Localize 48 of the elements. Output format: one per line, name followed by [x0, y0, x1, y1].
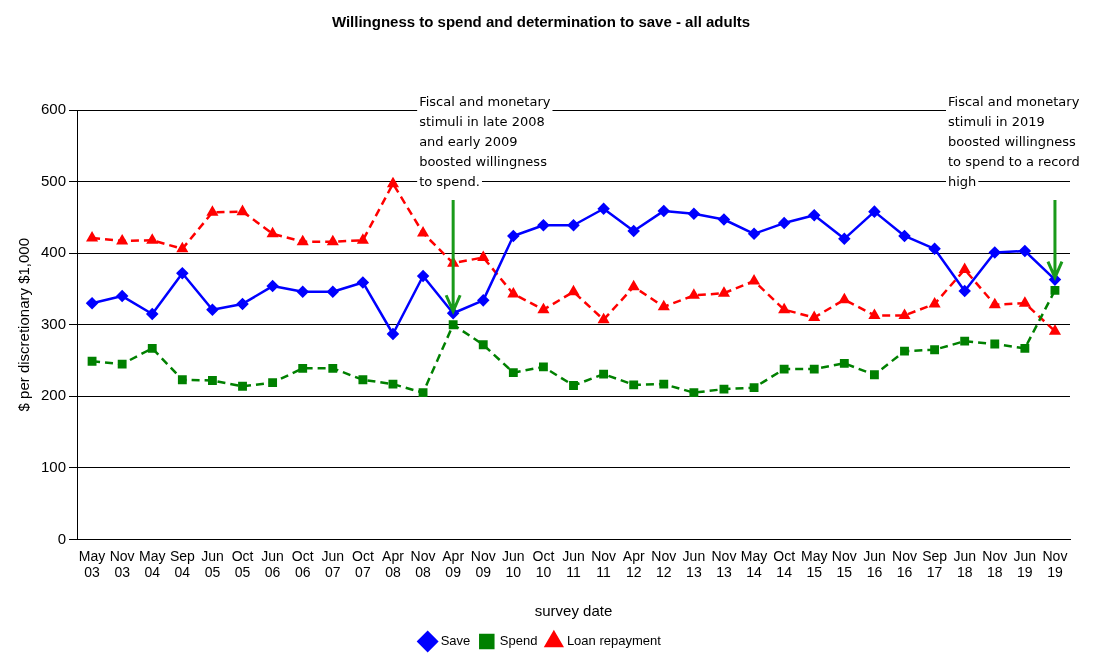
x-tick-label: Sep 17: [922, 547, 948, 581]
x-tick-label: Nov 19: [1042, 547, 1068, 581]
x-tick-label: Jun 07: [321, 547, 345, 581]
x-tick-label: Sep 04: [169, 547, 196, 581]
x-tick-label: Jun 10: [502, 547, 525, 581]
x-tick-label: Nov 18: [982, 547, 1008, 581]
x-tick-label: Jun 18: [953, 547, 976, 581]
x-tick-label: Nov 15: [831, 547, 857, 581]
y-tick-label: 600: [41, 100, 67, 118]
x-tick-label: Nov 08: [410, 547, 436, 581]
annotation: Fiscal and monetary stimuli in 2019 boosted willingness to spend to a record high: [948, 93, 1080, 189]
x-tick-label: Apr 09: [442, 547, 465, 581]
y-tick-label: 200: [41, 386, 67, 404]
x-tick-label: May 15: [801, 547, 828, 581]
y-tick-label: 0: [57, 529, 67, 547]
x-tick-label: Nov 13: [711, 547, 737, 581]
x-tick-label: Nov 09: [470, 547, 496, 581]
y-tick-label: 500: [41, 171, 67, 189]
legend-label: Spend: [499, 633, 538, 649]
x-tick-label: Jun 05: [201, 547, 224, 581]
x-tick-label: Nov 12: [651, 547, 677, 581]
x-tick-label: May 04: [139, 547, 166, 581]
x-tick-label: Jun 11: [562, 547, 585, 581]
x-tick-label: Jun 06: [261, 547, 284, 581]
x-tick-label: May 14: [740, 547, 768, 581]
x-tick-label: Oct 10: [532, 547, 555, 581]
y-axis-title: $ per discretionary $1,000: [15, 237, 33, 412]
y-tick-label: 300: [41, 314, 67, 332]
x-axis-title: survey date: [534, 602, 613, 620]
x-tick-label: Jun 19: [1013, 547, 1037, 581]
x-tick-label: Jun 16: [863, 547, 886, 581]
x-tick-label: Oct 06: [291, 547, 314, 581]
legend-label: Loan repayment: [566, 633, 662, 649]
x-tick-label: Apr 08: [382, 547, 405, 581]
legend-label: Save: [440, 633, 471, 649]
x-tick-label: Oct 07: [351, 547, 374, 581]
x-tick-label: May 03: [78, 547, 106, 581]
x-tick-label: Oct 05: [231, 547, 254, 581]
x-tick-label: Nov 03: [109, 547, 135, 581]
x-tick-label: Jun 13: [682, 547, 706, 581]
x-tick-label: Apr 12: [622, 547, 645, 581]
y-tick-label: 100: [41, 457, 67, 475]
annotation: Fiscal and monetary stimuli in late 2008 and early 2009 boosted willingness to spend.: [419, 93, 551, 189]
x-tick-label: Nov 11: [591, 547, 617, 581]
y-tick-label: 400: [41, 243, 67, 261]
chart-title: Willingness to spend and determination to save - all adults: [331, 13, 751, 31]
x-tick-label: Nov 16: [892, 547, 917, 581]
x-tick-label: Oct 14: [773, 547, 796, 581]
